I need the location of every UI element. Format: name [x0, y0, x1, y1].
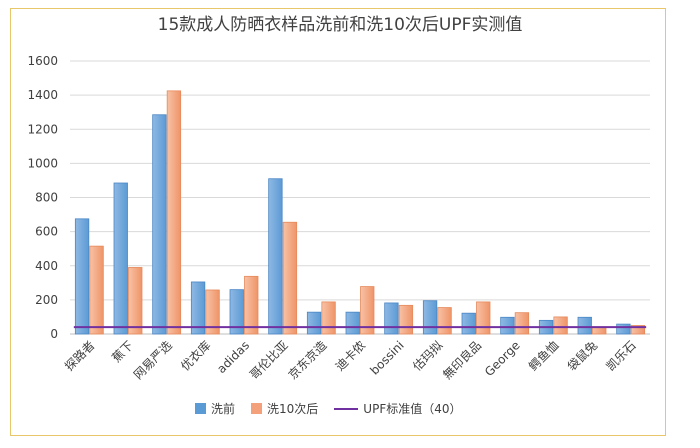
x-tick-label: 探路者 [61, 338, 97, 374]
bar-before-wash [74, 218, 90, 335]
x-tick-label: 估玛拟 [410, 338, 445, 373]
chart-title: 15款成人防晒衣样品洗前和洗10次后UPF实测值 [157, 15, 523, 35]
y-tick-label: 1400 [27, 88, 58, 102]
legend-swatch-standard [334, 407, 359, 410]
legend-item-upf-standard: UPF标准值（40） [334, 400, 462, 417]
bar-before-wash [306, 311, 322, 335]
x-tick-label: adidas [214, 338, 252, 376]
bar-before-wash [152, 114, 167, 335]
x-tick-label: 蕉下 [109, 338, 136, 365]
bar-after-wash [514, 312, 530, 335]
bar-after-wash [476, 301, 491, 335]
bar-after-wash [282, 221, 298, 335]
x-tick-label: 迪卡侬 [333, 338, 368, 373]
x-tick-label: 哥伦比亚 [246, 338, 291, 383]
y-tick-label: 600 [35, 225, 58, 239]
bar-before-wash [345, 311, 360, 335]
bar-after-wash [321, 301, 336, 335]
x-tick-label: 無印良品 [440, 338, 485, 383]
bar-after-wash [360, 286, 375, 335]
bar-after-wash [128, 267, 143, 335]
x-tick-label: 网易严选 [131, 338, 175, 382]
x-tick-label: 鳄鱼恤 [526, 338, 561, 373]
y-tick-label: 800 [35, 191, 58, 205]
x-tick-label: George [482, 338, 523, 379]
legend-item-after-wash: 洗10次后 [251, 400, 318, 417]
legend-swatch-before [195, 403, 206, 414]
bar-before-wash [461, 312, 476, 335]
bar-before-wash [616, 323, 631, 335]
bar-after-wash [205, 289, 220, 335]
legend-label-standard: UPF标准值（40） [363, 402, 462, 416]
x-tick-label: bossini [367, 338, 406, 377]
bar-after-wash [244, 275, 259, 335]
bar-before-wash [190, 281, 206, 335]
x-tick-label: 凯乐石 [603, 338, 638, 373]
bar-after-wash [553, 316, 568, 335]
bar-after-wash [437, 307, 452, 335]
y-tick-label: 1000 [27, 156, 58, 170]
y-tick-label: 1200 [27, 122, 58, 136]
x-tick-label: 袋鼠兔 [564, 338, 600, 374]
legend-label-before: 洗前 [211, 402, 236, 416]
legend: 洗前 洗10次后 UPF标准值（40） [195, 400, 462, 417]
x-tick-label: 京东京造 [286, 338, 330, 382]
y-tick-label: 200 [35, 293, 58, 307]
y-tick-label: 400 [35, 259, 58, 273]
bar-after-wash [398, 304, 414, 335]
legend-swatch-after [251, 403, 263, 414]
bar-before-wash [229, 289, 244, 335]
bar-before-wash [577, 316, 592, 335]
bar-before-wash [384, 302, 399, 335]
bar-after-wash [166, 90, 182, 335]
bar-before-wash [113, 182, 128, 335]
bar-before-wash [422, 300, 438, 335]
bar-before-wash [500, 316, 515, 335]
bar-after-wash [89, 245, 104, 335]
y-tick-label: 1600 [27, 54, 58, 68]
y-tick-label: 0 [50, 327, 58, 341]
bar-before-wash [268, 178, 283, 335]
legend-label-after: 洗10次后 [267, 402, 319, 416]
x-tick-label: 优衣库 [177, 338, 213, 374]
legend-item-before-wash: 洗前 [195, 400, 235, 417]
bar-after-wash [630, 325, 646, 335]
